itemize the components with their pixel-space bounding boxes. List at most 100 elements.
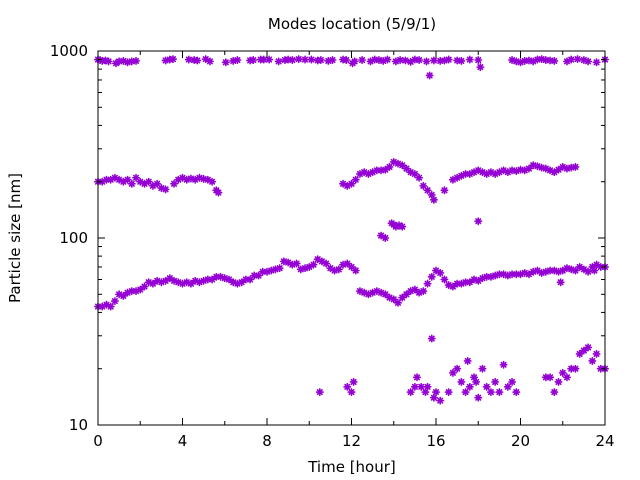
data-point [461,388,470,397]
data-point [102,175,111,184]
data-point [567,364,576,373]
x-tick-label: 12 [342,432,361,450]
data-point [512,388,521,397]
data-point [546,373,555,382]
data-point [457,377,466,386]
data-point [474,276,483,285]
data-point [191,175,200,184]
data-point [491,377,500,386]
data-point [410,285,419,294]
data-point [476,63,485,72]
data-point [440,275,449,284]
data-point [465,382,474,391]
data-point [419,181,428,190]
data-point [575,349,584,358]
data-point [208,275,217,284]
data-point [259,55,268,64]
data-point [444,55,453,64]
data-point [429,195,438,204]
data-point [482,382,491,391]
data-point [457,56,466,65]
data-point [588,356,597,365]
data-point [474,393,483,402]
chart-title: Modes location (5/9/1) [268,15,436,33]
data-point [233,56,242,65]
data-point [104,57,113,66]
data-point [592,349,601,358]
data-point [415,173,424,182]
data-point [573,55,582,64]
data-point [478,364,487,373]
data-point [444,388,453,397]
data-point [221,58,230,67]
data-point [425,71,434,80]
data-point [571,364,580,373]
data-point [406,388,415,397]
data-point [584,57,593,66]
data-point [495,270,504,279]
data-point [168,55,177,64]
data-point [214,188,223,197]
data-point [193,56,202,65]
data-point [571,266,580,275]
data-point [393,298,402,307]
data-point [412,373,421,382]
data-point [436,268,445,277]
data-point [349,377,358,386]
data-point [265,55,274,64]
data-point [381,290,390,299]
data-points [94,55,610,405]
data-point [474,56,483,65]
data-point [249,56,258,65]
data-point [275,264,284,273]
data-point [410,382,419,391]
data-point [533,266,542,275]
data-point [254,271,263,280]
data-point [148,279,157,288]
data-point [328,56,337,65]
data-point [440,186,449,195]
data-point [431,388,441,397]
data-point [288,56,297,65]
data-point [106,302,115,311]
data-point [110,297,119,306]
data-point [334,265,343,274]
data-point [423,382,432,391]
data-point [322,259,331,268]
data-point [309,260,318,269]
y-tick-label: 1000 [50,42,88,60]
y-tick-label: 10 [69,416,88,434]
data-point [342,56,351,65]
data-point [590,266,599,275]
data-point [274,57,283,66]
data-point [567,55,576,64]
data-point [351,266,360,275]
y-tick-label: 100 [59,229,88,247]
x-tick-label: 20 [511,432,530,450]
data-point [351,175,360,184]
data-point [584,267,593,276]
data-point [316,56,325,65]
data-point [423,186,432,195]
data-point [550,168,559,177]
data-point [436,396,445,405]
data-point [503,382,512,391]
data-point [292,259,301,268]
data-point [592,58,601,67]
data-point [419,287,428,296]
data-point [482,272,491,281]
data-point [465,55,474,64]
data-point [575,262,584,271]
data-point [474,217,483,226]
data-point [294,55,303,64]
data-point [417,382,426,391]
data-point [584,343,593,352]
data-point [301,55,310,64]
data-point [415,56,424,65]
data-point [554,165,563,174]
data-point [562,373,571,382]
data-point [205,57,214,66]
data-point [472,377,481,386]
data-point [398,222,407,231]
data-point [383,55,392,64]
